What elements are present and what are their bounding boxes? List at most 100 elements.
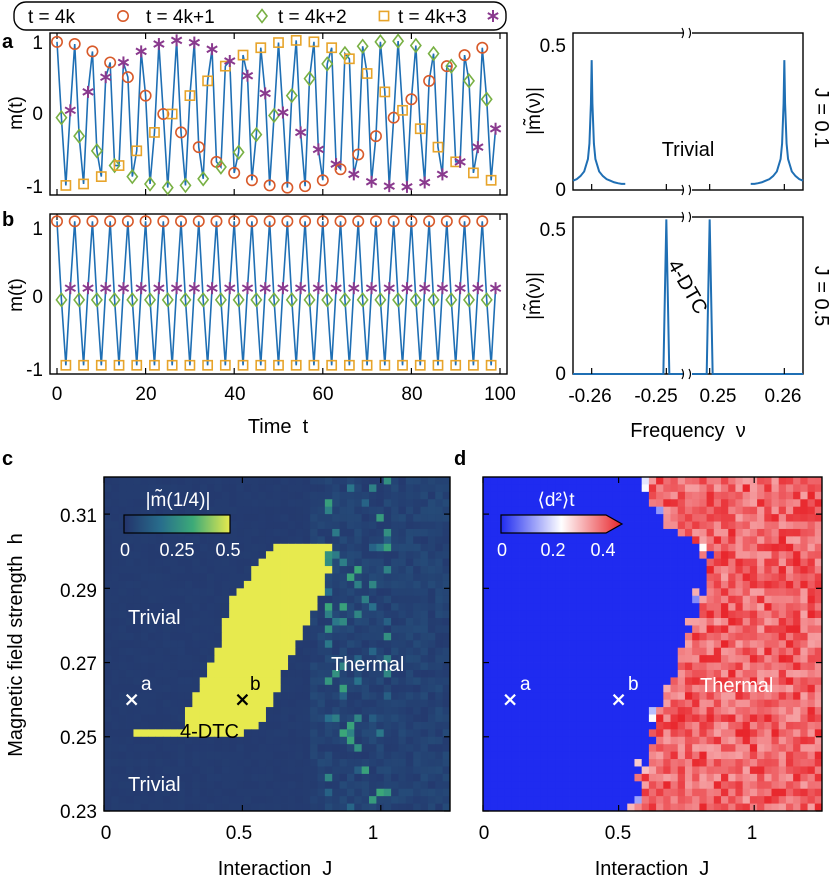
panel-c-cell [214,781,223,790]
panel-c-cell [324,773,333,782]
panel-d-cell [757,543,765,552]
panel-d-cell [684,484,693,493]
panel-c-cell [104,677,112,686]
panel-d-cell [648,558,657,567]
panel-d-cell [699,781,707,790]
panel-a-spectrum-annotation: Trivial [662,139,715,161]
panel-d-cell [785,647,794,656]
panel-b-spectrum-ylabel: |m̃(ν)| [523,272,545,320]
panel-c-cell [273,543,282,552]
panel-d-cell [785,595,794,604]
panel-c-cell [361,684,370,693]
panel-d-cell [612,625,621,634]
panel-d-cell [721,558,729,567]
panel-d-cell [605,803,614,812]
panel-d-cell [663,491,671,500]
panel-c-cell [280,699,289,708]
panel-c-cell [273,707,282,715]
panel-d-cell [555,662,563,671]
panel-c-cell [184,759,193,767]
panel-d-cell [742,707,751,715]
panel-d-cell [677,506,686,515]
panel-a-point-75-arm [383,182,395,191]
panel-d-cell [706,603,715,611]
panel-c-cell [317,477,326,485]
panel-c-cell [229,588,237,597]
panel-c-cell [442,729,451,738]
panel-c-cell [229,655,237,663]
panel-d-cell [793,669,801,678]
panel-c-cell [214,506,223,515]
panel-d-cell [656,566,664,574]
panel-d-cell [519,736,527,745]
panel-c-cell [162,595,171,604]
panel-c-cell [369,499,377,508]
panel-c-cell [207,699,215,708]
panel-d-cell [648,491,657,500]
panel-d-cell [735,536,744,545]
panel-a-axis-break-gap [684,184,692,196]
panel-c-cell [221,536,230,545]
panel-b-point-59-arm [312,284,325,293]
panel-d-cell [785,796,794,804]
panel-d-cell [684,655,693,663]
panel-d-cell [771,521,780,530]
panel-c-cell [346,588,355,597]
panel-d-cell [598,610,607,619]
panel-d-cell [713,647,722,656]
panel-c-cell [155,491,164,500]
panel-c-cell [302,506,311,515]
panel-d-cell [547,773,556,782]
panel-c-cell [288,588,296,597]
panel-d-cell [749,677,758,686]
panel-d-cell [547,573,556,582]
panel-d-cell [591,729,599,738]
panel-c-cell [243,491,252,500]
panel-c-cell [295,781,304,790]
panel-c-cell [258,796,267,804]
panel-c-cell [214,803,223,812]
panel-c-cell [361,588,370,597]
panel-c-cell [295,506,304,515]
panel-d-cell [807,721,816,730]
panel-d-cell [612,744,621,753]
panel-d-cell [793,766,801,775]
panel-c-cell [118,580,127,589]
panel-d-cell [483,632,491,641]
panel-c-cell [221,803,230,812]
panel-c-cell [199,699,208,708]
panel-d-cell [800,551,808,560]
panel-c-cell [361,662,370,671]
panel-d-cell [547,699,556,708]
panel-d-cell [706,632,715,641]
panel-d-cell [612,707,621,715]
panel-d-cell [778,558,787,567]
panel-c-cell [420,699,429,708]
panel-c-cell [265,692,274,701]
panel-c-cell [111,580,120,589]
panel-c-cell [258,580,267,589]
panel-a-time-series: m(t) 1 0 -1 [6,32,508,198]
panel-c-cell [184,714,193,723]
panel-d-cell [612,803,621,812]
panel-d-cell [814,759,823,767]
panel-c-cell [118,699,127,708]
panel-c-cell [361,566,370,574]
panel-c-cell [398,714,407,723]
panel-d-cell [591,796,599,804]
panel-d-cell [605,595,614,604]
panel-c-cell [118,655,127,663]
panel-b-point-67 [348,282,360,295]
panel-c-cell [192,707,201,715]
panel-c-cell [332,610,340,619]
panel-d-cell [764,528,772,537]
panel-c-cell [383,588,392,597]
panel-d-cell [699,655,707,663]
panel-c-cell [236,595,245,604]
panel-d-cell [814,580,823,589]
panel-d-cell [749,736,758,745]
panel-d-cell [620,796,628,804]
panel-c-cell [317,759,326,767]
panel-d-cell [576,788,585,797]
panel-d-cell [663,514,671,522]
